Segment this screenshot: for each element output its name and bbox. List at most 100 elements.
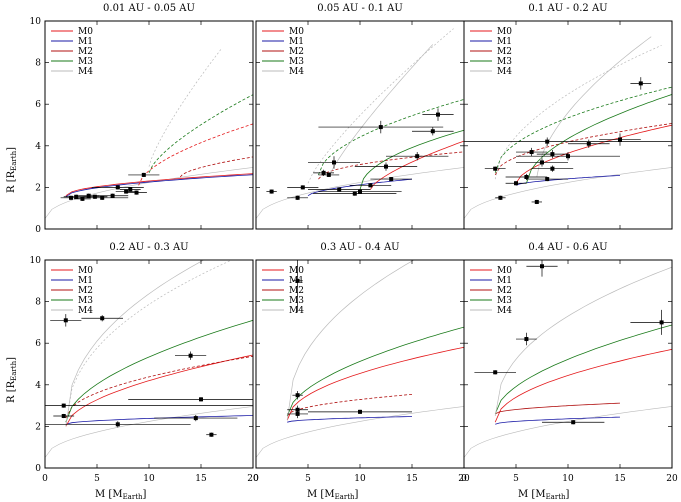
x-tick-label: 5 — [513, 474, 519, 484]
model-curves-4 — [45, 260, 253, 458]
data-marker — [514, 181, 518, 186]
legend-label-m0: M0 — [289, 266, 304, 276]
data-points-1 — [60, 172, 160, 201]
data-marker — [430, 129, 435, 134]
data-point — [287, 195, 308, 200]
data-marker — [295, 407, 300, 412]
model-curve-m0-3 — [286, 346, 464, 421]
model-curve-m4-7 — [328, 44, 434, 178]
data-points-2 — [266, 108, 454, 200]
data-point — [128, 172, 160, 177]
data-point — [531, 199, 542, 205]
model-curve-m3-5 — [286, 326, 464, 417]
model-curve-m2-4 — [65, 355, 253, 419]
x-tick-label: 15 — [406, 474, 418, 484]
y-tick-label: 0 — [35, 225, 41, 235]
model-curve-m4-1 — [256, 406, 464, 458]
data-marker — [550, 152, 555, 157]
data-point — [630, 77, 652, 90]
model-curve-m4-7 — [148, 47, 223, 167]
data-marker — [188, 353, 193, 358]
data-point — [119, 187, 141, 192]
ticks-3 — [463, 20, 673, 230]
panel-title: 0.2 AU - 0.3 AU — [109, 242, 188, 253]
model-curve-m4-7 — [536, 36, 652, 178]
data-marker — [493, 370, 498, 375]
legend-label-m0: M0 — [289, 27, 304, 37]
x-tick-label: 15 — [195, 474, 207, 484]
y-tick-label: 10 — [30, 17, 42, 27]
data-marker — [524, 337, 529, 342]
data-point — [464, 137, 672, 146]
x-tick-label: 0 — [42, 474, 48, 484]
data-point — [318, 189, 402, 194]
x-tick-label: 20 — [247, 474, 259, 484]
axes-frame — [463, 259, 673, 469]
data-marker — [638, 81, 643, 86]
legend-label-m3: M3 — [497, 296, 512, 306]
ticks-5 — [255, 259, 465, 469]
data-marker — [571, 420, 576, 425]
data-marker — [545, 177, 550, 182]
model-curve-m1-2 — [495, 416, 621, 425]
model-curve-m3-6 — [494, 86, 672, 173]
axes-frame — [44, 259, 254, 469]
data-marker — [92, 194, 97, 199]
data-point — [505, 181, 527, 186]
model-curve-m3-5 — [494, 324, 672, 415]
model-curve-m2-4 — [495, 402, 621, 415]
data-marker — [74, 194, 79, 199]
panel-title: 0.1 AU - 0.2 AU — [528, 3, 607, 14]
legend-label-m3: M3 — [78, 57, 93, 67]
legend-label-m4: M4 — [497, 306, 512, 316]
data-marker — [586, 141, 591, 146]
data-point — [422, 108, 454, 121]
data-marker — [550, 166, 555, 171]
data-point — [474, 370, 516, 375]
data-marker — [378, 125, 383, 130]
data-point — [536, 149, 568, 159]
data-point — [526, 177, 568, 182]
data-point — [128, 397, 253, 402]
data-marker — [384, 164, 388, 169]
data-points-6 — [474, 260, 672, 425]
legend-label-m1: M1 — [289, 276, 304, 286]
panel-title: 0.01 AU - 0.05 AU — [103, 3, 195, 14]
ticks-6 — [463, 259, 673, 469]
data-marker — [115, 422, 120, 427]
data-marker — [193, 416, 198, 421]
legend-label-m2: M2 — [78, 286, 93, 296]
data-point — [45, 403, 253, 408]
data-marker — [326, 172, 331, 177]
legend-label-m2: M2 — [497, 286, 512, 296]
model-curve-m0-4 — [138, 123, 253, 186]
data-marker — [498, 195, 503, 200]
y-tick-label: 2 — [35, 183, 41, 193]
ticks-4 — [44, 259, 254, 469]
data-point — [50, 314, 82, 327]
data-marker — [524, 175, 529, 179]
data-point — [542, 420, 605, 425]
x-tick-label: 10 — [354, 474, 366, 484]
model-curve-m4-6 — [494, 266, 672, 417]
data-marker — [493, 166, 498, 171]
model-curve-m3-6 — [318, 99, 464, 176]
x-tick-label: 0 — [461, 474, 467, 484]
data-point — [292, 391, 303, 400]
data-marker — [436, 112, 440, 117]
legend-label-m4: M4 — [289, 67, 304, 77]
model-curve-m3-5 — [359, 129, 464, 190]
panel-title: 0.3 AU - 0.4 AU — [320, 242, 399, 253]
ticks-1 — [44, 20, 254, 230]
data-marker — [337, 187, 342, 192]
data-point — [495, 195, 506, 200]
model-curves-3 — [464, 36, 672, 219]
legend-label-m2: M2 — [289, 47, 304, 57]
data-marker — [134, 190, 139, 195]
data-point — [154, 414, 238, 422]
